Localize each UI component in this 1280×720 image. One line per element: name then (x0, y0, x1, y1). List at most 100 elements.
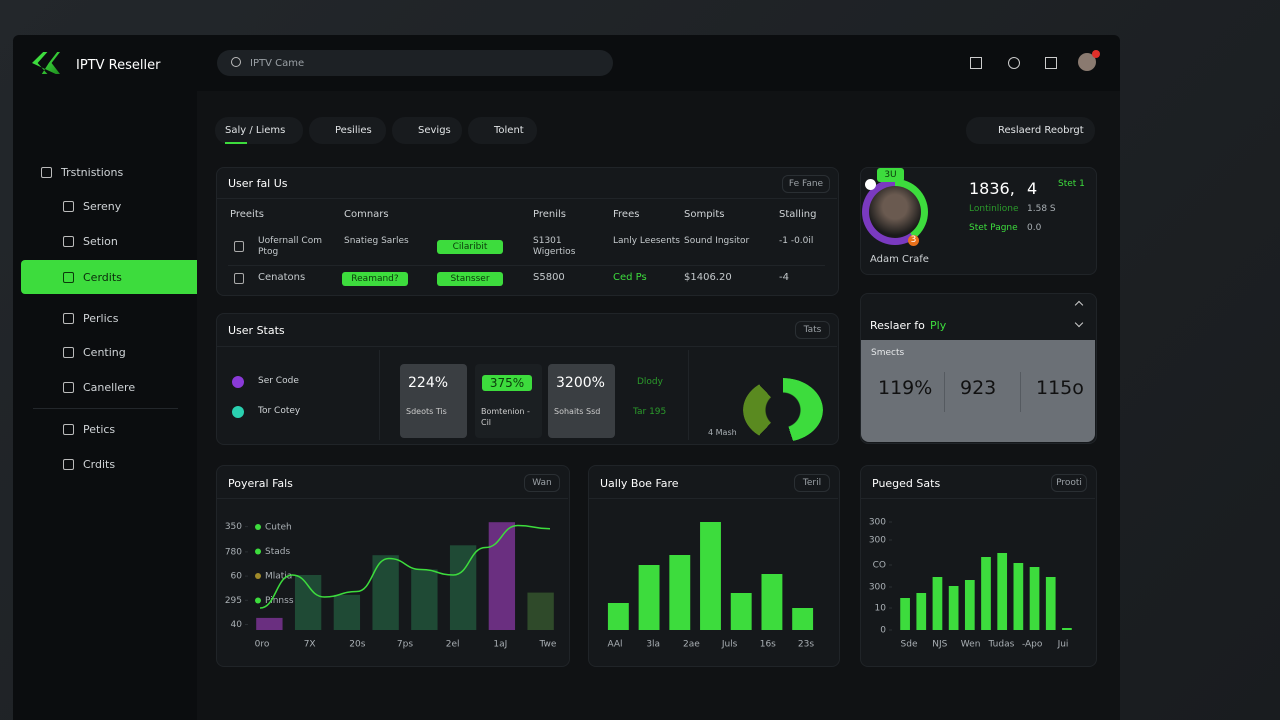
brand: IPTV Reseller (76, 58, 161, 73)
search-placeholder: IPTV Came (250, 58, 305, 69)
tab[interactable] (309, 117, 386, 144)
tab-label[interactable]: Pesilies (335, 125, 372, 136)
profile-stat: Stet 1 (1058, 179, 1085, 189)
sidebar-icon (41, 167, 52, 178)
status-pill[interactable]: Stansser (437, 272, 503, 286)
header-icon[interactable] (1045, 57, 1057, 69)
table-cell: Snatieg Sarles (344, 236, 409, 246)
tab-label[interactable]: Saly / Liems (225, 125, 286, 136)
sidebar-item[interactable]: Trstnistions (61, 166, 124, 179)
tab[interactable] (468, 117, 537, 144)
table-cell: Sound Ingsitor (684, 236, 750, 246)
table-cell: Uofernall Com Ptog (258, 236, 322, 257)
notification-dot (1092, 50, 1100, 58)
stat-divider (944, 372, 945, 412)
table-cell: Ced Ps (613, 272, 647, 283)
chart-button[interactable]: Prooti (1051, 474, 1087, 492)
tile-value: 3200% (556, 375, 605, 391)
reseller-highlight: Ply (930, 319, 947, 332)
stat-tile (400, 364, 467, 438)
column-header: Preeits (230, 209, 264, 220)
stats-rule (216, 346, 837, 347)
stat-divider (1020, 372, 1021, 412)
stats-divider (379, 350, 380, 440)
table-cell: S1301 Wigertios (533, 236, 576, 257)
avatar[interactable] (1078, 53, 1096, 71)
tab-label[interactable]: Sevigs (418, 125, 451, 136)
tile-label: Sohaits Ssd (554, 407, 601, 416)
chart-card (860, 465, 1097, 667)
chart-button[interactable]: Wan (524, 474, 560, 492)
action-label[interactable]: Reslaerd Reobrgt (998, 125, 1084, 136)
row-icon (234, 241, 244, 252)
search-box[interactable] (217, 50, 613, 76)
sidebar-icon (63, 424, 74, 435)
legend-label: Ser Code (258, 376, 299, 386)
table-card (216, 167, 839, 296)
sidebar-active (21, 260, 197, 294)
sidebar-item[interactable]: Crdits (83, 458, 116, 471)
table-cell: -4 (779, 272, 789, 283)
table-cell: $1406.20 (684, 272, 732, 283)
chart-rule (588, 498, 838, 499)
chart-button[interactable]: Teril (794, 474, 830, 492)
sidebar-icon (63, 201, 74, 212)
tile-label: Sdeots Tis (406, 407, 447, 416)
chart-title: Pueged Sats (872, 477, 941, 490)
chart-card (216, 465, 570, 667)
legend-dot (232, 376, 244, 388)
chart-card (588, 465, 840, 667)
column-header: Stalling (779, 209, 817, 220)
action-button[interactable] (966, 117, 1095, 144)
column-header: Frees (613, 209, 640, 220)
card-title: User fal Us (228, 177, 288, 190)
tile-value: 224% (408, 375, 449, 391)
profile-stat: Lontinlione (969, 204, 1019, 214)
profile-stat: 0.0 (1027, 223, 1042, 233)
donut (743, 378, 823, 442)
reseller-stat: 923 (960, 377, 997, 399)
sidebar-item[interactable]: Perlics (83, 312, 119, 325)
sidebar-divider (33, 408, 178, 409)
tab[interactable] (392, 117, 462, 144)
header-icon[interactable] (970, 57, 982, 69)
status-pill[interactable]: Reamand? (342, 272, 408, 286)
tile-label: Bomtenion - Cil (481, 407, 530, 427)
chart-rule (216, 498, 568, 499)
profile-badge: 3 (908, 235, 919, 246)
chart-title: Ually Boe Fare (600, 477, 679, 490)
sidebar-item[interactable]: Cerdits (83, 271, 122, 284)
stat-note: Tar 195 (633, 407, 667, 417)
donut-label: 4 Mash (708, 428, 737, 437)
tab-label[interactable]: Tolent (494, 125, 524, 136)
sidebar-item[interactable]: Petics (83, 423, 116, 436)
reseller-title: Reslaer fo (870, 319, 925, 332)
reseller-stat: 115o (1036, 377, 1084, 399)
sidebar-item[interactable]: Setion (83, 235, 118, 248)
card-title: User Stats (228, 324, 285, 337)
status-pill[interactable]: Cilaribit (437, 240, 503, 254)
sidebar-icon (63, 313, 74, 324)
avatar-face (869, 186, 921, 238)
table-rule (216, 198, 837, 199)
tile-value: 375% (482, 375, 532, 391)
tab-underline (225, 142, 247, 144)
card-button[interactable]: Tats (795, 321, 830, 339)
stats-divider (688, 350, 689, 440)
profile-stat: 1836, (969, 179, 1015, 198)
header-icon[interactable] (1008, 57, 1020, 69)
profile-stat: 1.58 S (1027, 204, 1056, 214)
profile-pill: 3U (877, 168, 904, 182)
sidebar-item[interactable]: Centing (83, 346, 126, 359)
card-button[interactable]: Fe Fane (782, 175, 830, 193)
table-cell: -1 -0.0il (779, 236, 814, 246)
sidebar-item[interactable]: Sereny (83, 200, 122, 213)
column-header: Prenils (533, 209, 567, 220)
chart-title: Poyeral Fals (228, 477, 293, 490)
table-cell: Lanly Leesents (613, 236, 680, 246)
tab[interactable] (215, 117, 303, 144)
row-icon (234, 273, 244, 284)
chart-rule (860, 498, 1095, 499)
sidebar-item[interactable]: Canellere (83, 381, 136, 394)
